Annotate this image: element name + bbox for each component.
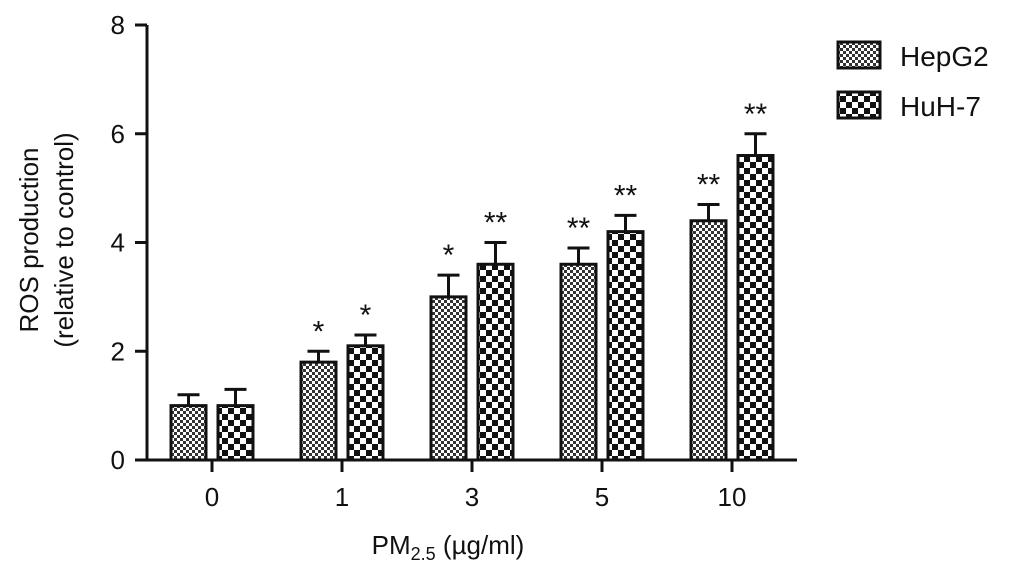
significance-label-hepg2: **	[567, 212, 591, 245]
y-axis-title-line2: (relative to control)	[49, 132, 79, 347]
significance-label-huh7: *	[360, 299, 372, 332]
x-tick-label: 0	[205, 482, 219, 512]
legend-swatch-huh7	[836, 90, 882, 120]
bar-huh7	[346, 344, 385, 462]
significance-label-huh7: **	[484, 207, 508, 240]
x-tick-label: 10	[718, 482, 747, 512]
y-tick-label: 0	[111, 445, 125, 475]
y-tick-label: 4	[111, 228, 125, 258]
y-tick-label: 6	[111, 119, 125, 149]
legend: HepG2 HuH-7	[836, 40, 989, 122]
significance-label-hepg2: *	[443, 239, 455, 272]
bar-huh7	[606, 230, 645, 462]
legend-label-hepg2: HepG2	[900, 41, 989, 72]
legend-label-huh7: HuH-7	[900, 91, 981, 122]
significance-label-huh7: **	[614, 179, 638, 212]
x-axis-title-main: PM	[372, 530, 411, 560]
bar-hepg2	[429, 295, 468, 462]
x-axis-title-unit: (µg/ml)	[436, 530, 525, 560]
legend-swatch-hepg2	[836, 40, 882, 70]
significance-label-hepg2: *	[313, 315, 325, 348]
significance-label-huh7: **	[744, 98, 768, 131]
bar-hepg2	[689, 219, 728, 462]
x-tick-label: 1	[335, 482, 349, 512]
bar-huh7	[476, 262, 515, 462]
bar-hepg2	[299, 360, 338, 462]
bar-hepg2	[169, 404, 208, 462]
y-tick-label: 8	[111, 10, 125, 40]
bar-huh7	[216, 404, 255, 462]
y-axis-title-line1: ROS production	[14, 148, 44, 333]
bar-huh7	[736, 154, 775, 462]
x-tick-label: 3	[465, 482, 479, 512]
significance-label-hepg2: **	[697, 168, 721, 201]
x-tick-label: 5	[595, 482, 609, 512]
x-axis-title: PM2.5 (µg/ml)	[372, 530, 525, 564]
bar-hepg2	[559, 262, 598, 462]
y-tick-label: 2	[111, 336, 125, 366]
x-axis-title-subscript: 2.5	[411, 544, 436, 564]
